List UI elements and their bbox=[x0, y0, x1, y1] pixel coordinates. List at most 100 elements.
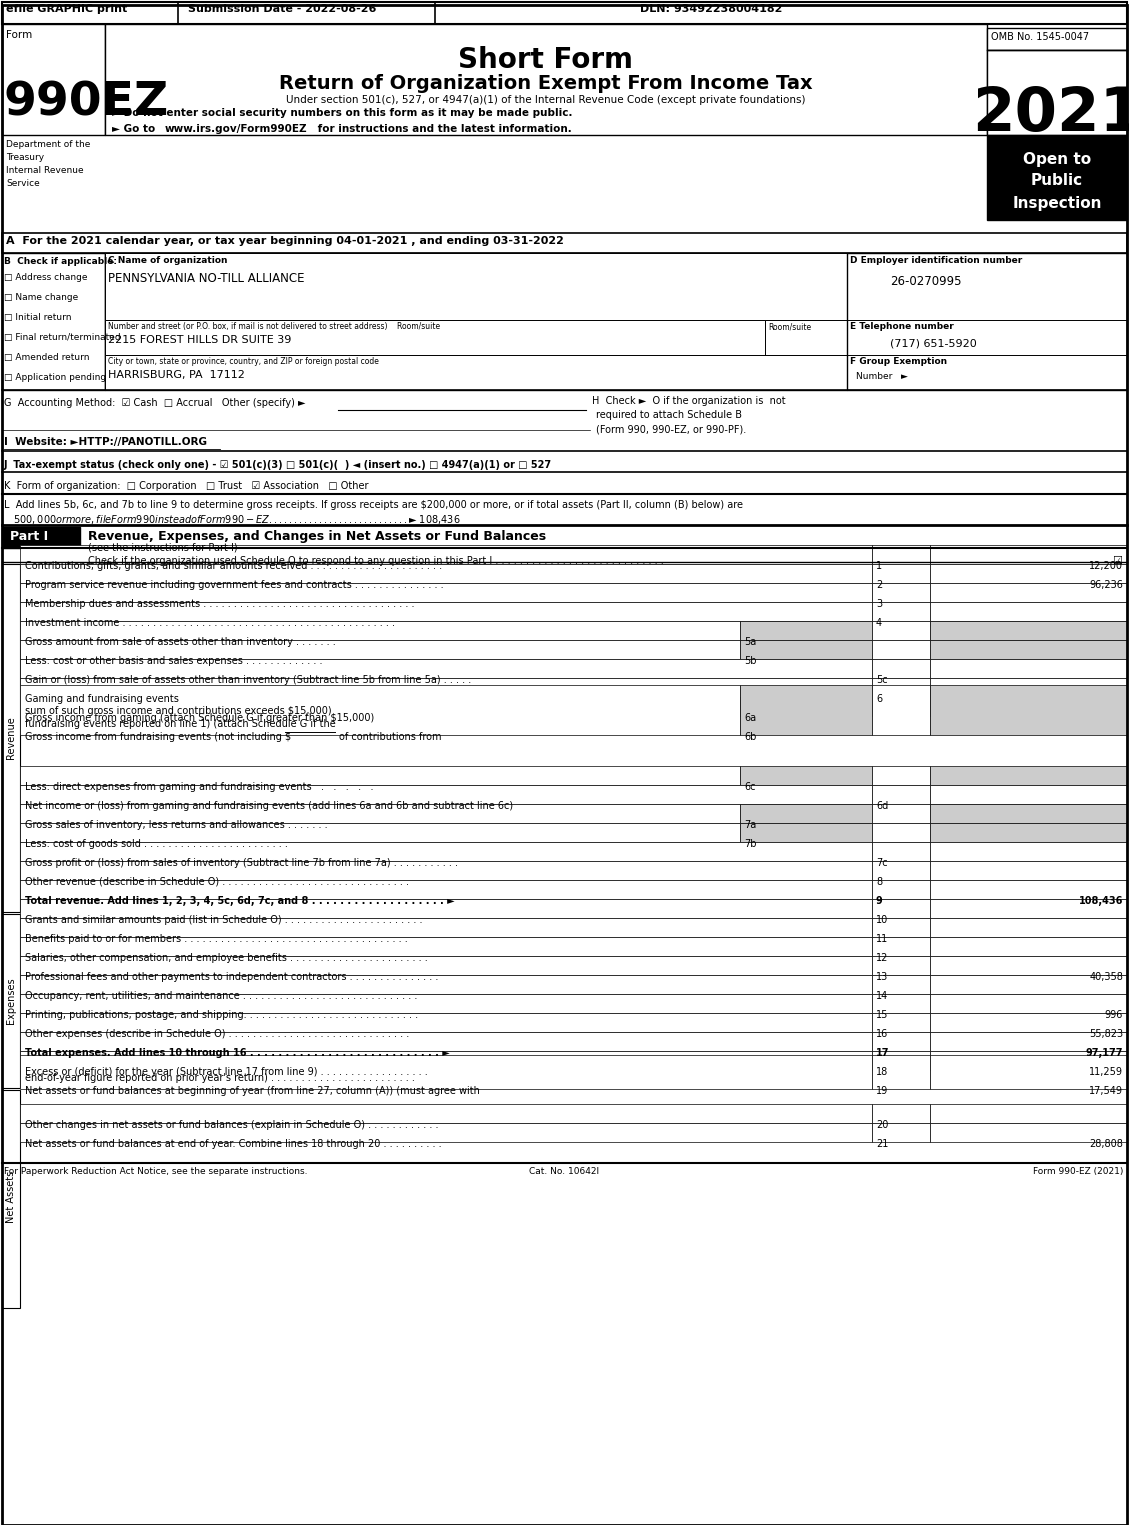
Text: 15: 15 bbox=[876, 1010, 889, 1020]
Bar bbox=[20, 1122, 872, 1142]
Bar bbox=[872, 544, 930, 564]
Text: Other revenue (describe in Schedule O) . . . . . . . . . . . . . . . . . . . . .: Other revenue (describe in Schedule O) .… bbox=[25, 877, 409, 888]
Bar bbox=[20, 621, 739, 640]
Bar bbox=[2, 253, 105, 390]
Text: Net income or (loss) from gaming and fundraising events (add lines 6a and 6b and: Net income or (loss) from gaming and fun… bbox=[25, 801, 513, 811]
Bar bbox=[872, 936, 930, 956]
Text: 6d: 6d bbox=[876, 801, 889, 811]
Text: required to attach Schedule B: required to attach Schedule B bbox=[596, 410, 742, 419]
Text: Open to: Open to bbox=[1023, 152, 1091, 168]
Bar bbox=[20, 1051, 872, 1071]
Bar bbox=[2, 528, 80, 547]
Text: Number   ►: Number ► bbox=[856, 372, 908, 381]
Text: efile GRAPHIC print: efile GRAPHIC print bbox=[6, 5, 128, 14]
Text: PENNSYLVANIA NO-TILL ALLIANCE: PENNSYLVANIA NO-TILL ALLIANCE bbox=[108, 271, 305, 285]
Bar bbox=[739, 697, 872, 717]
Text: D Employer identification number: D Employer identification number bbox=[850, 256, 1022, 265]
Bar bbox=[20, 824, 739, 842]
Text: 11,259: 11,259 bbox=[1089, 1068, 1123, 1077]
Bar bbox=[930, 766, 1127, 785]
Bar bbox=[872, 900, 930, 918]
Bar bbox=[20, 994, 872, 1013]
Text: 17: 17 bbox=[876, 1048, 890, 1058]
Text: Inspection: Inspection bbox=[1013, 197, 1102, 210]
Text: Net assets or fund balances at beginning of year (from line 27, column (A)) (mus: Net assets or fund balances at beginning… bbox=[25, 1086, 480, 1096]
Bar bbox=[872, 583, 930, 602]
Text: end-of-year figure reported on prior year's return) . . . . . . . . . . . . . . : end-of-year figure reported on prior yea… bbox=[25, 1074, 414, 1083]
Bar bbox=[930, 1122, 1127, 1142]
Text: 10: 10 bbox=[876, 915, 889, 926]
Text: Membership dues and assessments . . . . . . . . . . . . . . . . . . . . . . . . : Membership dues and assessments . . . . … bbox=[25, 599, 414, 608]
Text: Department of the: Department of the bbox=[6, 140, 90, 149]
Text: (see the instructions for Part I): (see the instructions for Part I) bbox=[88, 543, 237, 554]
Text: 16: 16 bbox=[876, 1029, 889, 1039]
Bar bbox=[2, 564, 20, 912]
Bar bbox=[930, 1051, 1127, 1071]
Bar bbox=[930, 994, 1127, 1013]
Bar bbox=[847, 253, 1127, 390]
Bar bbox=[930, 974, 1127, 994]
Bar bbox=[872, 785, 930, 804]
Text: Total revenue. Add lines 1, 2, 3, 4, 5c, 6d, 7c, and 8 . . . . . . . . . . . . .: Total revenue. Add lines 1, 2, 3, 4, 5c,… bbox=[25, 897, 455, 906]
Bar bbox=[930, 544, 1127, 564]
Bar bbox=[2, 24, 105, 136]
Bar bbox=[20, 900, 872, 918]
Text: fundraising events reported on line 1) (attach Schedule G if the: fundraising events reported on line 1) (… bbox=[25, 718, 335, 729]
Text: Net Assets: Net Assets bbox=[6, 1171, 16, 1223]
Text: 1: 1 bbox=[876, 561, 882, 570]
Text: 7c: 7c bbox=[876, 859, 887, 868]
Bar bbox=[930, 1055, 1127, 1089]
Text: Gaming and fundraising events: Gaming and fundraising events bbox=[25, 694, 178, 705]
Bar bbox=[872, 824, 930, 842]
Bar bbox=[930, 918, 1127, 936]
Text: Cat. No. 10642I: Cat. No. 10642I bbox=[530, 1167, 599, 1176]
Text: □ Final return/terminated: □ Final return/terminated bbox=[5, 332, 121, 342]
Bar bbox=[872, 602, 930, 621]
Text: 5a: 5a bbox=[744, 637, 756, 647]
Text: 6a: 6a bbox=[744, 714, 756, 723]
Bar bbox=[930, 880, 1127, 900]
Text: A  For the 2021 calendar year, or tax year beginning 04-01-2021 , and ending 03-: A For the 2021 calendar year, or tax yea… bbox=[6, 236, 563, 246]
Bar bbox=[930, 1013, 1127, 1032]
Text: Room/suite: Room/suite bbox=[768, 322, 811, 331]
Bar bbox=[105, 320, 765, 355]
Bar bbox=[739, 640, 872, 659]
Bar bbox=[930, 564, 1127, 583]
Text: □ Initial return: □ Initial return bbox=[5, 313, 71, 322]
Text: 6b: 6b bbox=[744, 732, 756, 743]
Text: Gross income from fundraising events (not including $: Gross income from fundraising events (no… bbox=[25, 732, 291, 743]
Bar bbox=[930, 1104, 1127, 1122]
Bar bbox=[872, 842, 930, 862]
Bar bbox=[872, 862, 930, 880]
Text: □ Address change: □ Address change bbox=[5, 273, 88, 282]
Text: 17,549: 17,549 bbox=[1089, 1086, 1123, 1096]
Bar bbox=[930, 956, 1127, 974]
Text: 28,808: 28,808 bbox=[1089, 1139, 1123, 1148]
Text: 12: 12 bbox=[876, 953, 889, 962]
Bar bbox=[20, 685, 739, 735]
Text: Grants and similar amounts paid (list in Schedule O) . . . . . . . . . . . . . .: Grants and similar amounts paid (list in… bbox=[25, 915, 422, 926]
Bar bbox=[105, 355, 847, 390]
Text: Less: cost of goods sold . . . . . . . . . . . . . . . . . . . . . . . .: Less: cost of goods sold . . . . . . . .… bbox=[25, 839, 288, 849]
Text: 11: 11 bbox=[876, 933, 889, 944]
Text: Gross income from gaming (attach Schedule G if greater than $15,000): Gross income from gaming (attach Schedul… bbox=[25, 714, 374, 723]
Text: Printing, publications, postage, and shipping. . . . . . . . . . . . . . . . . .: Printing, publications, postage, and shi… bbox=[25, 1010, 418, 1020]
Text: E Telephone number: E Telephone number bbox=[850, 322, 954, 331]
Bar bbox=[987, 136, 1127, 220]
Text: 108,436: 108,436 bbox=[1078, 897, 1123, 906]
Bar bbox=[20, 880, 872, 900]
Bar bbox=[20, 583, 872, 602]
Text: Internal Revenue: Internal Revenue bbox=[6, 166, 84, 175]
Bar bbox=[20, 842, 872, 862]
Bar bbox=[105, 253, 847, 390]
Text: ► Go to: ► Go to bbox=[112, 124, 159, 134]
Bar bbox=[930, 804, 1127, 824]
Text: 7b: 7b bbox=[744, 839, 756, 849]
Text: H  Check ►  O if the organization is  not: H Check ► O if the organization is not bbox=[592, 396, 786, 406]
Text: HARRISBURG, PA  17112: HARRISBURG, PA 17112 bbox=[108, 371, 245, 380]
Text: Less: cost or other basis and sales expenses . . . . . . . . . . . . .: Less: cost or other basis and sales expe… bbox=[25, 656, 323, 666]
Bar bbox=[105, 24, 987, 136]
Text: www.irs.gov/Form990EZ: www.irs.gov/Form990EZ bbox=[165, 124, 307, 134]
Bar bbox=[872, 918, 930, 936]
Text: 5c: 5c bbox=[876, 676, 887, 685]
